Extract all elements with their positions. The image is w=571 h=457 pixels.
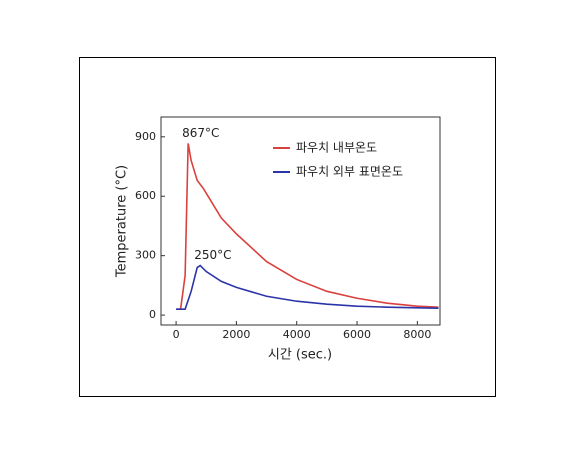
- annotation: 250°C: [194, 248, 231, 262]
- x-tick-label: 6000: [343, 328, 371, 341]
- y-tick-label: 900: [135, 130, 156, 143]
- x-tick-label: 0: [173, 328, 180, 341]
- x-tick-label: 8000: [403, 328, 431, 341]
- y-tick-label: 0: [149, 308, 156, 321]
- y-axis-label: Temperature (°C): [115, 165, 130, 278]
- x-tick-label: 2000: [222, 328, 250, 341]
- series-line: [176, 264, 439, 310]
- series-line: [176, 143, 439, 310]
- legend-label: 파우치 외부 표면온도: [296, 165, 403, 179]
- legend-label: 파우치 내부온도: [296, 141, 377, 155]
- y-tick-label: 300: [135, 249, 156, 262]
- x-axis-label: 시간 (sec.): [268, 348, 332, 363]
- plot-area: [160, 116, 441, 326]
- y-tick-label: 600: [135, 189, 156, 202]
- x-tick-label: 4000: [283, 328, 311, 341]
- frame: [79, 57, 496, 397]
- annotation: 867°C: [182, 126, 219, 140]
